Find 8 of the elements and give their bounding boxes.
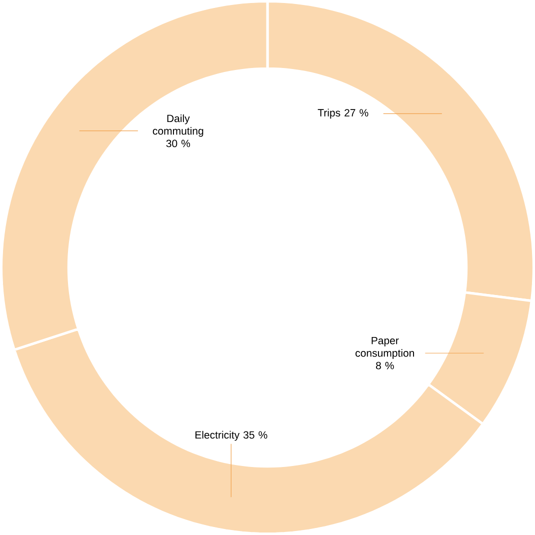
slice-label: Electricity: [195, 430, 240, 441]
slice-label: Paper consumption: [356, 336, 414, 359]
data-label: 35 %: [243, 431, 268, 439]
data-label: 30 %: [166, 140, 190, 148]
slice-label: Daily commuting: [152, 114, 204, 137]
data-label: 27 %: [344, 109, 368, 116]
data-label: 8 %: [376, 362, 394, 370]
slice-label: Trips: [318, 108, 340, 119]
